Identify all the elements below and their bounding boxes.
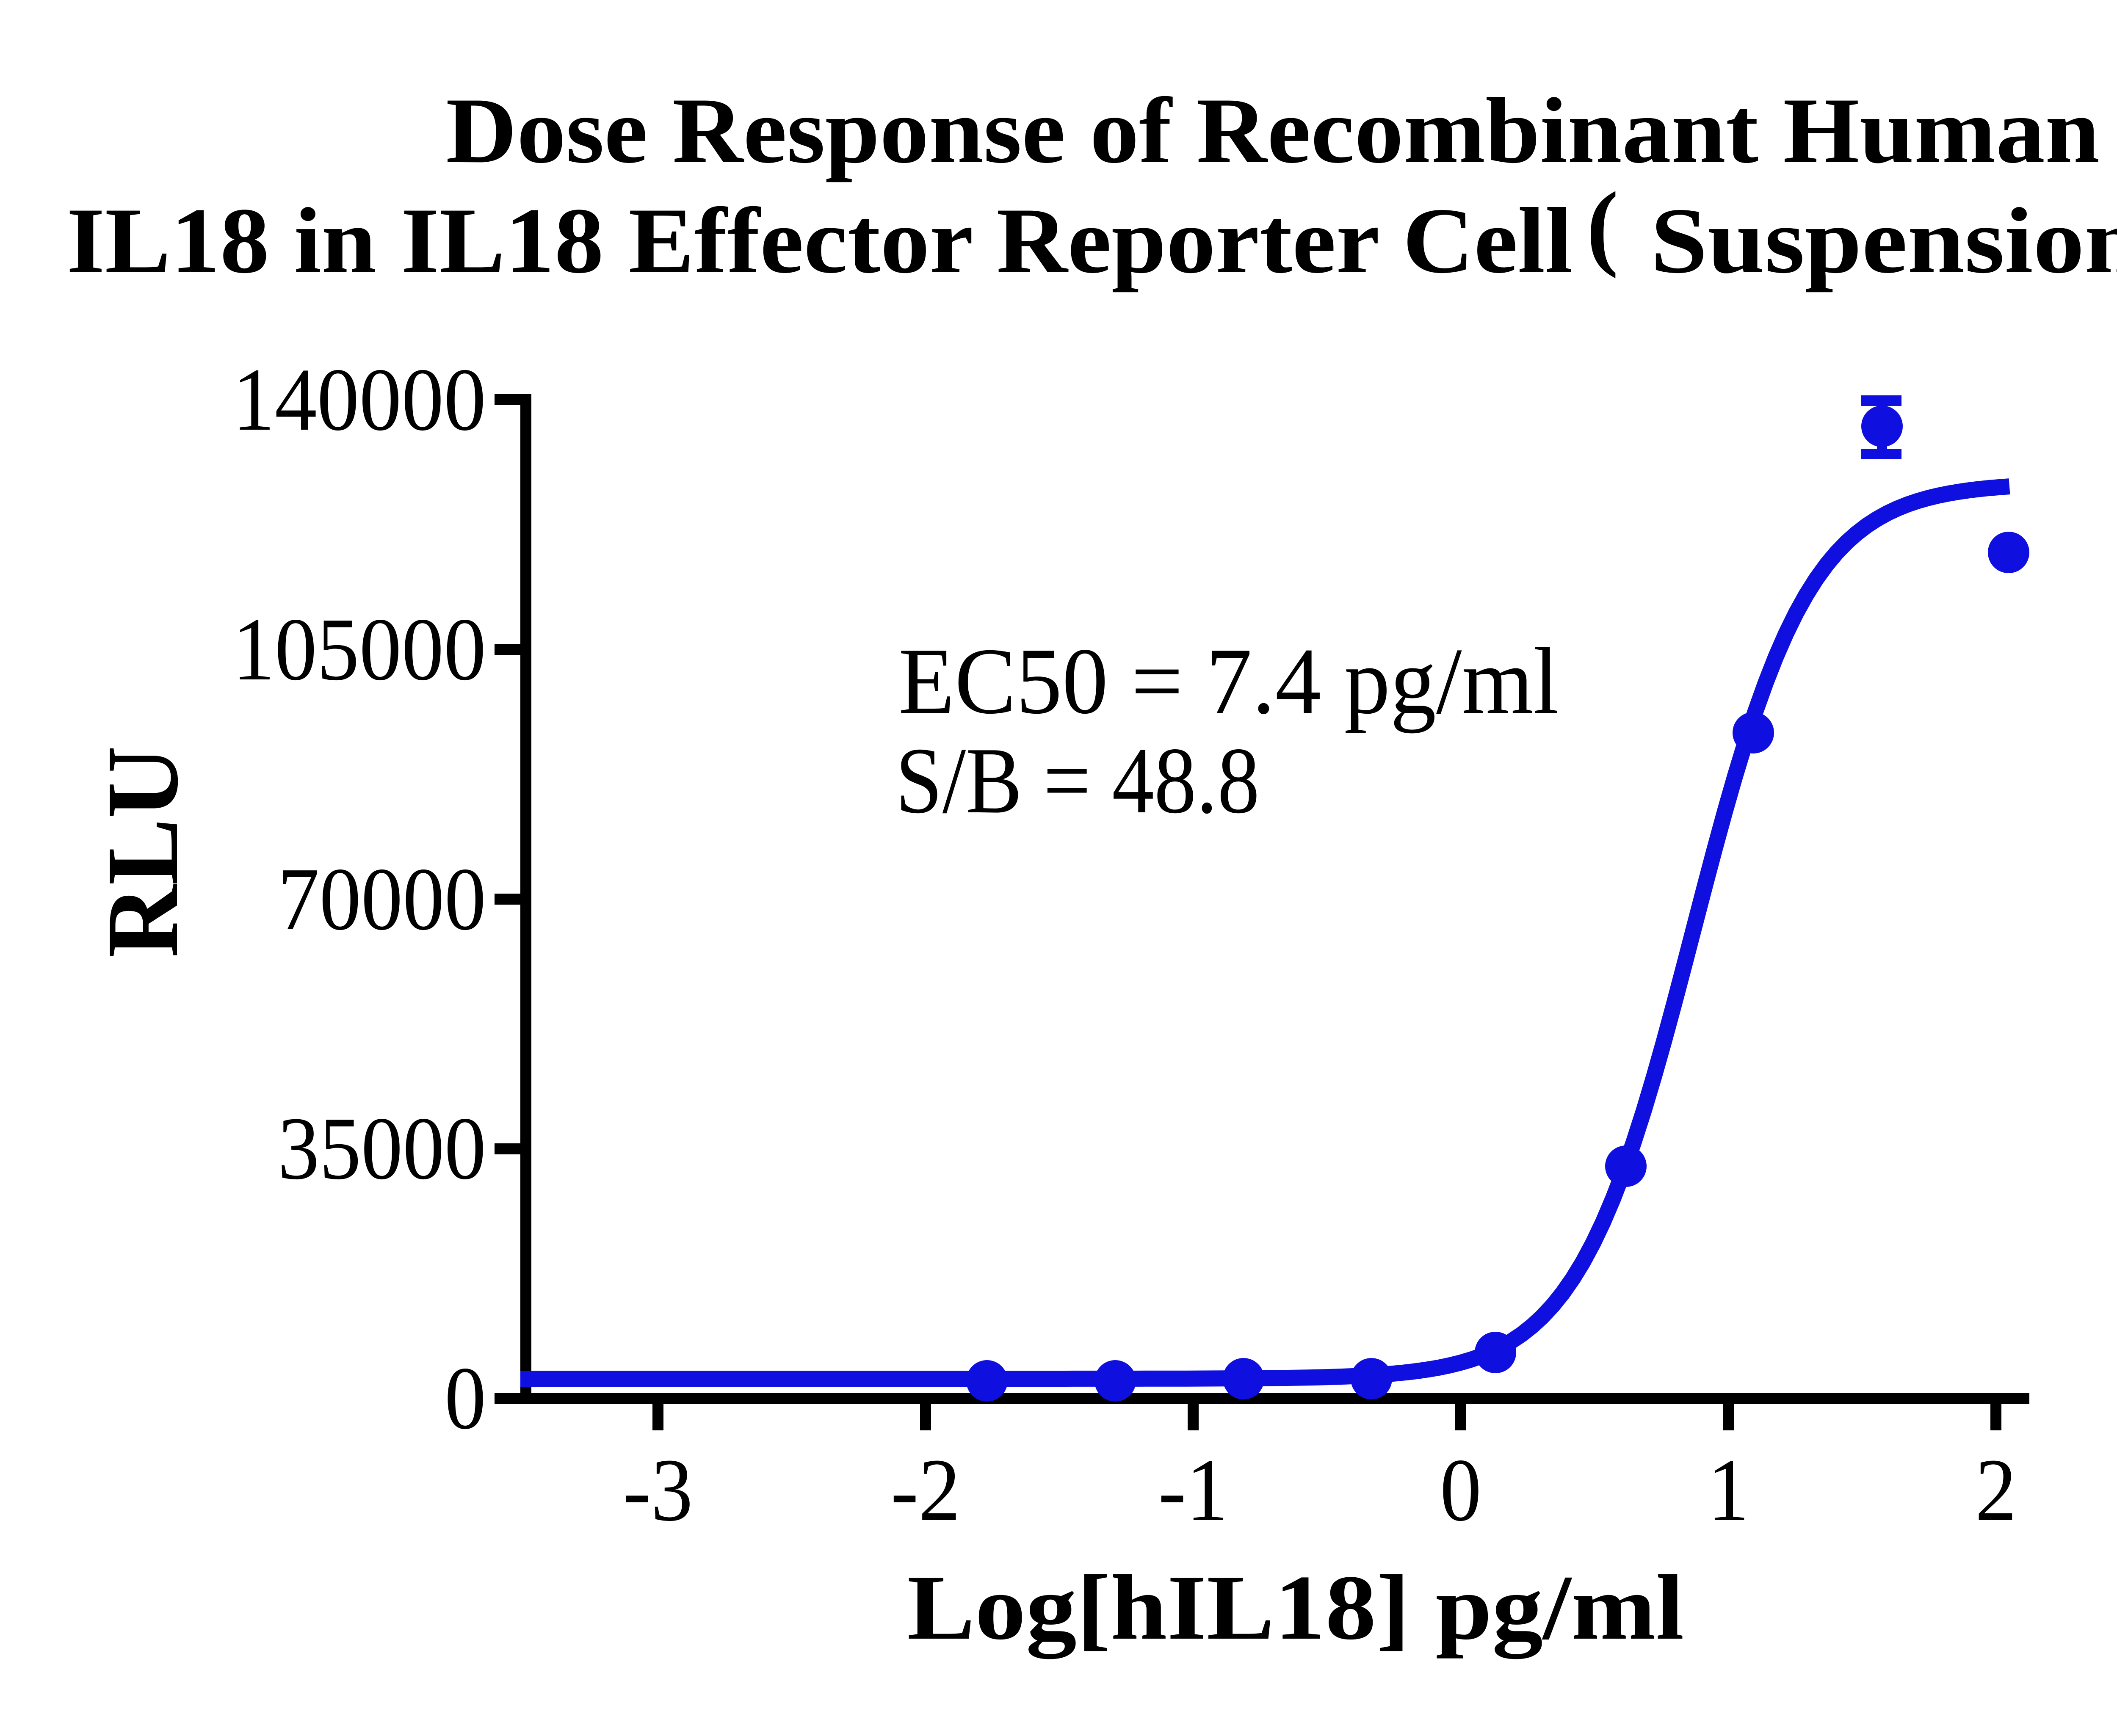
svg-text:0: 0	[1440, 1440, 1481, 1540]
svg-text:S/B = 48.8: S/B = 48.8	[895, 728, 1260, 833]
svg-text:Suspension: Suspension	[1650, 189, 2117, 293]
svg-text:70000: 70000	[278, 849, 486, 949]
svg-text:Log[hIL18] pg/ml: Log[hIL18] pg/ml	[907, 1557, 1684, 1659]
svg-text:RLU: RLU	[86, 746, 199, 958]
svg-text:2: 2	[1975, 1440, 2017, 1540]
svg-text:-3: -3	[623, 1440, 693, 1540]
svg-text:Dose Response of Recombinant H: Dose Response of Recombinant Human	[446, 79, 2100, 183]
svg-text:-1: -1	[1158, 1440, 1228, 1540]
svg-text:EC50 = 7.4 pg/ml: EC50 = 7.4 pg/ml	[898, 629, 1559, 734]
svg-text:1: 1	[1708, 1440, 1749, 1540]
svg-text:105000: 105000	[232, 599, 486, 699]
svg-text:(: (	[1586, 173, 1619, 279]
svg-text:140000: 140000	[232, 350, 486, 449]
svg-text:IL18 in IL18 Effector Reporter: IL18 in IL18 Effector Reporter Cell	[66, 189, 1573, 293]
svg-text:0: 0	[445, 1348, 486, 1448]
svg-text:-2: -2	[891, 1440, 961, 1540]
svg-text:35000: 35000	[278, 1098, 486, 1198]
